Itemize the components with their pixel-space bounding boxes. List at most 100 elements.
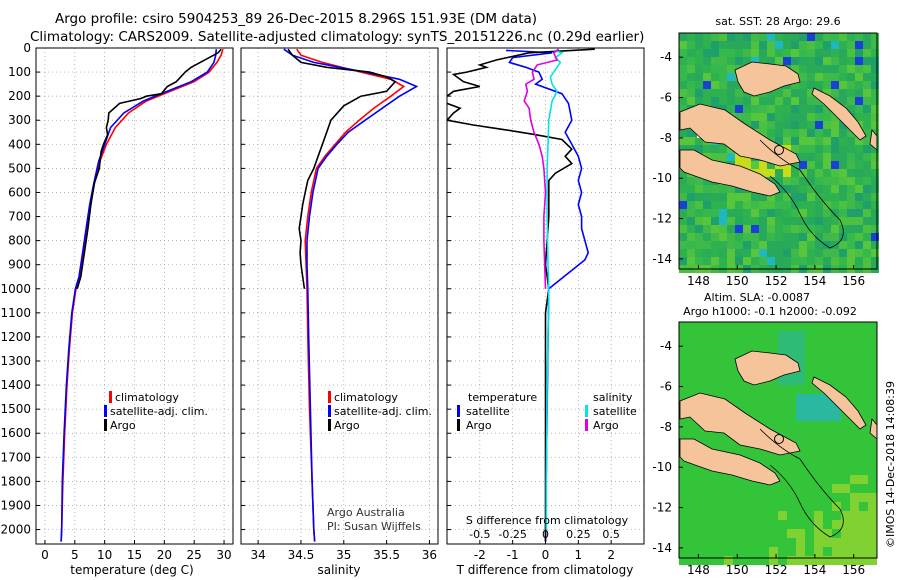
sla-cell bbox=[832, 331, 841, 340]
sst-cell bbox=[847, 129, 855, 137]
temperature-grid bbox=[36, 47, 233, 544]
sst-cell bbox=[847, 57, 855, 65]
sla-cell bbox=[796, 511, 805, 520]
sst-cell bbox=[847, 233, 855, 241]
t-difference-tick-labels: -2 -1 0 1 2 bbox=[474, 548, 615, 562]
sst-cell bbox=[847, 89, 855, 97]
sst-cell bbox=[703, 33, 711, 41]
sst-cell bbox=[847, 145, 855, 153]
sst-cell bbox=[799, 73, 807, 81]
sla-cell bbox=[859, 394, 868, 403]
sst-cell bbox=[687, 185, 695, 193]
sst-cell bbox=[799, 225, 807, 233]
x-tick-label: 25 bbox=[187, 548, 202, 562]
sst-cell bbox=[759, 201, 767, 209]
sla-cell bbox=[778, 502, 787, 511]
sla-cell bbox=[868, 367, 877, 376]
sla-cell bbox=[769, 412, 778, 421]
sst-cell bbox=[815, 161, 823, 169]
sst-cell bbox=[823, 145, 831, 153]
sst-cell bbox=[791, 249, 799, 257]
s-difference-tick-label: 0.25 bbox=[566, 528, 591, 541]
depth-tick-label: 800 bbox=[8, 234, 31, 248]
sla-cell bbox=[724, 376, 733, 385]
lon-tick-label: 156 bbox=[842, 274, 865, 288]
sst-cell bbox=[719, 217, 727, 225]
sst-cell bbox=[719, 73, 727, 81]
sst-cell bbox=[727, 65, 735, 73]
sla-cell bbox=[832, 547, 841, 556]
sst-cell bbox=[815, 209, 823, 217]
sst-cell bbox=[823, 193, 831, 201]
sla-cell bbox=[697, 367, 706, 376]
sla-cell bbox=[859, 529, 868, 538]
sla-cell bbox=[796, 457, 805, 466]
sst-cell bbox=[791, 241, 799, 249]
sla-cell bbox=[796, 412, 805, 421]
sst-cell bbox=[783, 49, 791, 57]
sla-cell bbox=[724, 556, 733, 565]
sst-cell bbox=[783, 209, 791, 217]
sst-cell bbox=[703, 89, 711, 97]
sla-cell bbox=[688, 358, 697, 367]
sla-cell bbox=[805, 475, 814, 484]
sst-cell bbox=[751, 41, 759, 49]
sst-cell bbox=[727, 185, 735, 193]
sst-cell bbox=[767, 249, 775, 257]
sla-cell bbox=[796, 493, 805, 502]
sst-cell bbox=[735, 49, 743, 57]
sst-cell bbox=[823, 201, 831, 209]
sst-cell bbox=[719, 153, 727, 161]
sst-cell bbox=[807, 217, 815, 225]
sla-cell bbox=[868, 493, 877, 502]
depth-tick-label: 100 bbox=[8, 65, 31, 79]
sla-map-title-line2: Argo h1000: -0.1 h2000: -0.092 bbox=[683, 305, 857, 318]
sst-cell bbox=[687, 57, 695, 65]
sst-cell bbox=[823, 137, 831, 145]
sst-cell bbox=[863, 113, 871, 121]
sla-cell bbox=[823, 340, 832, 349]
x-tick-label: 15 bbox=[127, 548, 142, 562]
sst-cell bbox=[743, 209, 751, 217]
sst-cell bbox=[855, 217, 863, 225]
sla-cell bbox=[679, 421, 688, 430]
sla-cell bbox=[859, 367, 868, 376]
sst-cell bbox=[871, 89, 879, 97]
sla-cell bbox=[733, 349, 742, 358]
sst-cell bbox=[831, 177, 839, 185]
sst-cell bbox=[767, 201, 775, 209]
sst-cell bbox=[703, 201, 711, 209]
sst-cell bbox=[855, 137, 863, 145]
sst-cell bbox=[719, 257, 727, 265]
sla-cell bbox=[706, 547, 715, 556]
depth-tick-label: 1400 bbox=[0, 378, 31, 392]
sla-cell bbox=[859, 457, 868, 466]
lat-tick-label: -4 bbox=[660, 50, 672, 64]
sst-cell bbox=[823, 113, 831, 121]
sla-cell bbox=[715, 484, 724, 493]
sla-cell bbox=[679, 520, 688, 529]
sst-cell bbox=[759, 257, 767, 265]
sla-map-frame bbox=[678, 321, 878, 559]
sst-cell bbox=[847, 201, 855, 209]
sla-cell bbox=[859, 484, 868, 493]
sst-cell bbox=[735, 97, 743, 105]
sst-cell bbox=[807, 201, 815, 209]
sst-cell bbox=[831, 193, 839, 201]
sst-cell bbox=[719, 41, 727, 49]
sst-cell bbox=[791, 105, 799, 113]
sst-cell bbox=[711, 217, 719, 225]
sst-cell bbox=[719, 225, 727, 233]
sst-cell bbox=[711, 81, 719, 89]
sst-cell bbox=[807, 233, 815, 241]
sla-cell bbox=[706, 430, 715, 439]
salinity-grid bbox=[241, 47, 438, 544]
depth-tick-label: 700 bbox=[8, 210, 31, 224]
sla-cell bbox=[733, 385, 742, 394]
sst-cell bbox=[823, 225, 831, 233]
sst-cell bbox=[855, 65, 863, 73]
sst-cell bbox=[815, 57, 823, 65]
sst-cell bbox=[831, 65, 839, 73]
lon-tick-label: 150 bbox=[726, 274, 749, 288]
credit-argo-australia: Argo Australia bbox=[327, 506, 405, 519]
